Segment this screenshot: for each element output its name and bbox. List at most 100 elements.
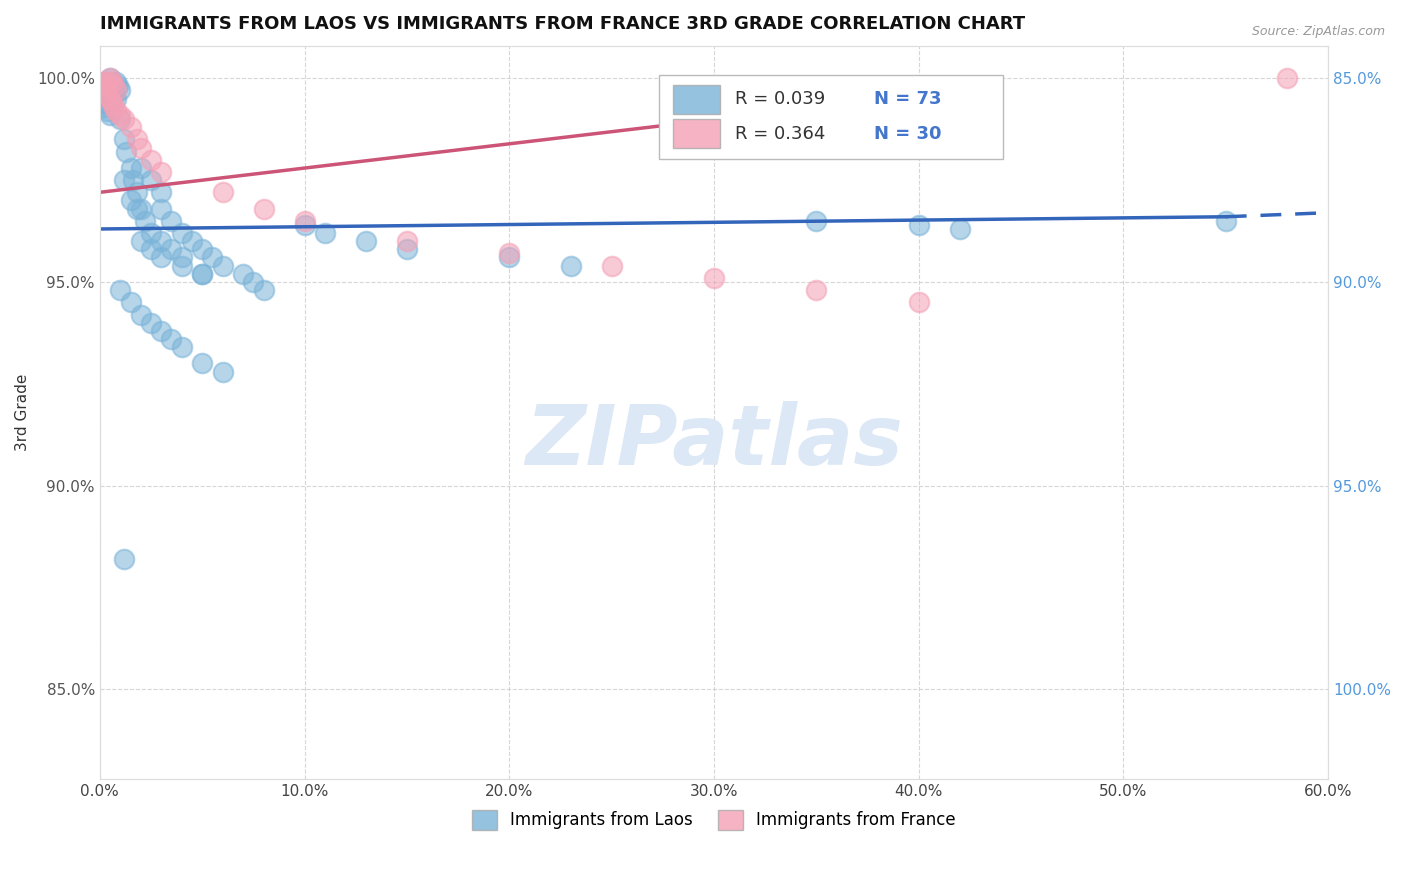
Point bbox=[139, 173, 162, 187]
Point bbox=[150, 186, 173, 200]
Point bbox=[101, 75, 124, 89]
Point bbox=[103, 79, 125, 94]
Point bbox=[103, 79, 125, 94]
Point bbox=[101, 95, 124, 110]
Point bbox=[150, 324, 173, 338]
Point bbox=[314, 226, 336, 240]
Point bbox=[191, 356, 214, 370]
Point bbox=[139, 316, 162, 330]
Point bbox=[252, 283, 274, 297]
Point bbox=[1215, 214, 1237, 228]
Point bbox=[110, 283, 132, 297]
Point bbox=[115, 145, 138, 159]
Point bbox=[252, 202, 274, 216]
Point bbox=[395, 234, 418, 248]
Point bbox=[105, 83, 128, 97]
Point bbox=[98, 87, 121, 102]
Point bbox=[93, 95, 115, 110]
Point bbox=[97, 83, 120, 97]
Point bbox=[150, 234, 173, 248]
Point bbox=[395, 243, 418, 257]
Point bbox=[806, 283, 828, 297]
Point bbox=[294, 218, 316, 232]
Point bbox=[105, 92, 128, 106]
Point bbox=[150, 251, 173, 265]
Point bbox=[806, 214, 828, 228]
Point bbox=[134, 214, 156, 228]
Point bbox=[97, 75, 120, 89]
Point bbox=[93, 75, 115, 89]
Text: ZIPatlas: ZIPatlas bbox=[524, 401, 903, 482]
Point bbox=[160, 214, 183, 228]
Legend: Immigrants from Laos, Immigrants from France: Immigrants from Laos, Immigrants from Fr… bbox=[465, 803, 963, 837]
Point bbox=[103, 100, 125, 114]
Point bbox=[129, 234, 152, 248]
Text: N = 30: N = 30 bbox=[873, 125, 941, 143]
Point bbox=[160, 243, 183, 257]
Point bbox=[94, 83, 117, 97]
Point bbox=[94, 79, 117, 94]
Point bbox=[98, 71, 121, 86]
Point bbox=[125, 202, 148, 216]
Point bbox=[181, 234, 204, 248]
Point bbox=[1277, 71, 1299, 86]
Point bbox=[101, 92, 124, 106]
Point bbox=[150, 165, 173, 179]
Point bbox=[120, 295, 142, 310]
Point bbox=[120, 161, 142, 175]
Point bbox=[94, 100, 117, 114]
Point bbox=[242, 275, 264, 289]
Point bbox=[232, 267, 254, 281]
Point bbox=[120, 120, 142, 135]
Point bbox=[125, 132, 148, 146]
Point bbox=[150, 202, 173, 216]
Bar bbox=[673, 119, 720, 148]
Point bbox=[170, 340, 193, 354]
Point bbox=[201, 251, 224, 265]
Point bbox=[139, 226, 162, 240]
Point bbox=[98, 71, 121, 86]
Point bbox=[498, 251, 520, 265]
Point bbox=[294, 214, 316, 228]
Point bbox=[949, 222, 972, 236]
Point bbox=[498, 246, 520, 260]
Point bbox=[170, 251, 193, 265]
Point bbox=[105, 75, 128, 89]
Point bbox=[97, 103, 120, 118]
Point bbox=[191, 267, 214, 281]
Text: N = 73: N = 73 bbox=[873, 90, 941, 108]
Point bbox=[139, 153, 162, 167]
Point bbox=[94, 87, 117, 102]
Text: R = 0.039: R = 0.039 bbox=[735, 90, 825, 108]
Point bbox=[93, 75, 115, 89]
Point bbox=[354, 234, 377, 248]
Point bbox=[103, 87, 125, 102]
Text: IMMIGRANTS FROM LAOS VS IMMIGRANTS FROM FRANCE 3RD GRADE CORRELATION CHART: IMMIGRANTS FROM LAOS VS IMMIGRANTS FROM … bbox=[100, 15, 1025, 33]
Point bbox=[112, 132, 135, 146]
Point bbox=[107, 79, 129, 94]
Text: R = 0.364: R = 0.364 bbox=[735, 125, 825, 143]
Point bbox=[129, 202, 152, 216]
Y-axis label: 3rd Grade: 3rd Grade bbox=[15, 374, 30, 451]
Point bbox=[139, 243, 162, 257]
Point bbox=[907, 218, 929, 232]
Point bbox=[907, 295, 929, 310]
Point bbox=[112, 112, 135, 126]
Point bbox=[600, 259, 623, 273]
Point bbox=[191, 267, 214, 281]
Point bbox=[110, 108, 132, 122]
Point bbox=[703, 271, 725, 285]
Point bbox=[112, 552, 135, 566]
Bar bbox=[658, 75, 1002, 160]
Point bbox=[170, 226, 193, 240]
Point bbox=[129, 161, 152, 175]
Point bbox=[110, 83, 132, 97]
Point bbox=[129, 140, 152, 154]
Point bbox=[129, 308, 152, 322]
Point bbox=[105, 103, 128, 118]
Point bbox=[98, 108, 121, 122]
Text: Source: ZipAtlas.com: Source: ZipAtlas.com bbox=[1251, 25, 1385, 38]
Point bbox=[160, 332, 183, 346]
Point bbox=[211, 186, 233, 200]
Point bbox=[120, 194, 142, 208]
